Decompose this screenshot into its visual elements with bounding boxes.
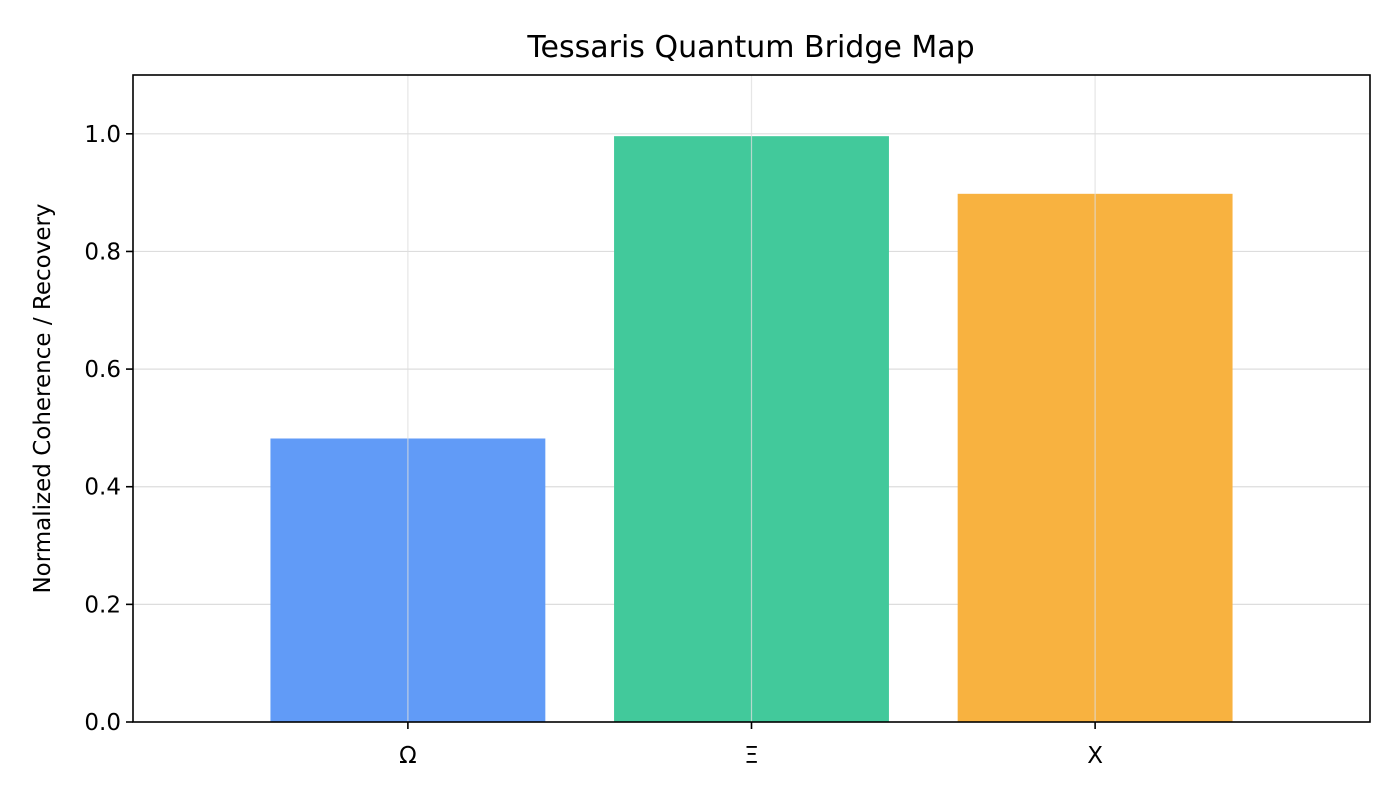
y-tick-label: 0.2	[84, 592, 121, 618]
y-tick-label: 0.6	[84, 357, 121, 383]
y-tick-label: 1.0	[84, 122, 121, 148]
chart-title: Tessaris Quantum Bridge Map	[526, 30, 974, 65]
x-tick-label: Ξ	[744, 743, 759, 769]
x-tick-label: X	[1087, 743, 1103, 769]
x-tick-label: Ω	[399, 743, 417, 769]
y-axis-label: Normalized Coherence / Recovery	[30, 203, 56, 593]
vertical-grid-layer	[407, 75, 1096, 722]
y-tick-label: 0.8	[84, 239, 121, 265]
y-tick-label: 0.4	[84, 475, 121, 501]
y-tick-label: 0.0	[84, 710, 121, 736]
y-axis: 0.0 0.2 0.4 0.6 0.8 1.0	[84, 122, 133, 736]
